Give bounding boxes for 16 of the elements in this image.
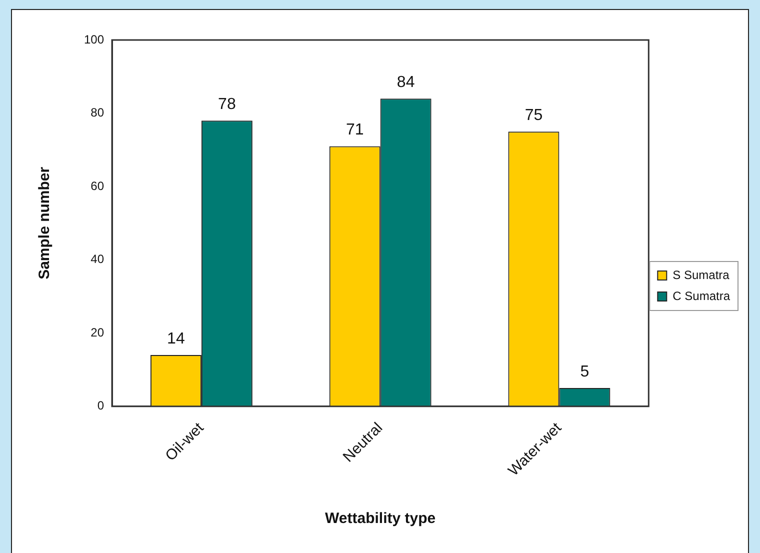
y-tick-label: 100 bbox=[84, 32, 104, 46]
x-axis-title: Wettability type bbox=[325, 510, 436, 528]
data-label: 5 bbox=[580, 363, 590, 380]
data-label: 78 bbox=[218, 96, 236, 113]
data-label: 75 bbox=[524, 106, 543, 124]
legend-label: S Sumatra bbox=[672, 268, 730, 282]
y-axis-title: Sample number bbox=[36, 166, 54, 280]
data-label: 14 bbox=[167, 330, 185, 348]
y-tick-label: 60 bbox=[90, 178, 104, 193]
data-label: 71 bbox=[346, 122, 364, 139]
legend-label: C Sumatra bbox=[672, 288, 730, 303]
y-tick-label: 20 bbox=[90, 325, 104, 340]
y-tick-label: 80 bbox=[90, 106, 104, 120]
y-tick-label: 0 bbox=[97, 398, 104, 413]
data-label: 84 bbox=[396, 74, 415, 92]
y-tick-label: 40 bbox=[90, 252, 104, 266]
